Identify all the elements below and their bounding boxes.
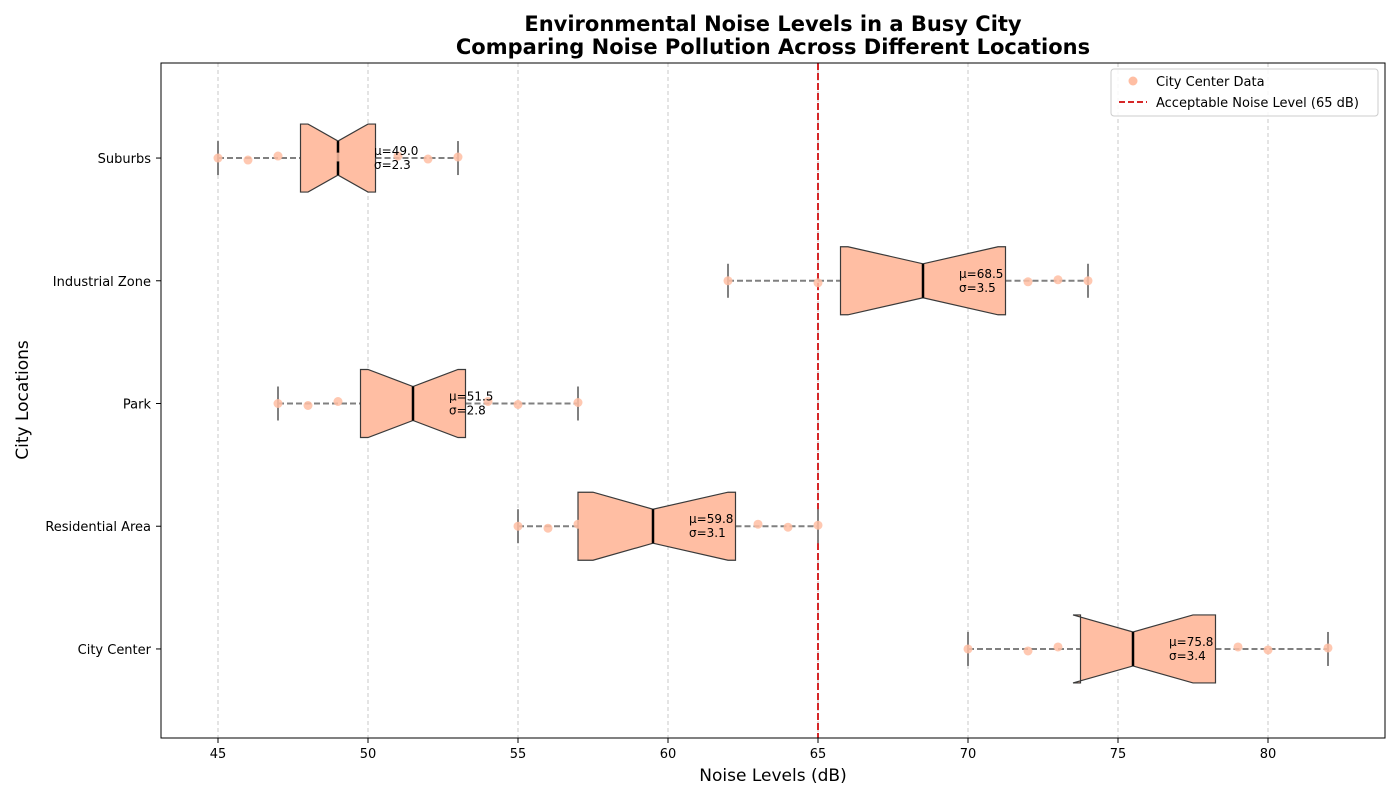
data-point-city-center	[1113, 643, 1123, 653]
data-point-suburbs	[213, 153, 223, 163]
y-tick-label-0: City Center	[78, 643, 152, 658]
plot-frame	[160, 62, 1386, 739]
data-point-industrial-zone	[813, 278, 823, 288]
data-point-residential-area	[783, 522, 793, 532]
std-label-industrial-zone: σ=3.5	[959, 281, 996, 295]
data-point-residential-area	[663, 523, 673, 533]
legend-points-marker	[1128, 76, 1138, 86]
data-point-residential-area	[543, 523, 553, 533]
data-point-park	[303, 401, 313, 410]
data-point-residential-area	[813, 520, 823, 530]
legend-threshold-label: Acceptable Noise Level (65 dB)	[1156, 96, 1359, 111]
x-tick-label-45: 45	[210, 747, 227, 762]
box-residential-area	[517, 491, 819, 561]
data-point-residential-area	[573, 519, 583, 529]
boxes-layer	[217, 123, 1329, 684]
y-tick-label-4: Suburbs	[98, 152, 152, 167]
x-tick-label-80: 80	[1260, 747, 1277, 762]
x-tick-label-70: 70	[960, 747, 977, 762]
std-label-suburbs: σ=2.3	[374, 158, 411, 172]
data-point-industrial-zone	[1023, 277, 1033, 287]
chart-subtitle: Comparing Noise Pollution Across Differe…	[456, 35, 1090, 59]
data-point-industrial-zone	[1053, 275, 1063, 285]
mean-label-park: μ=51.5	[449, 390, 493, 404]
data-point-suburbs	[393, 151, 403, 161]
data-point-industrial-zone	[1083, 276, 1093, 286]
data-point-suburbs	[453, 152, 463, 162]
data-point-park	[393, 398, 403, 407]
data-point-city-center	[1083, 645, 1093, 655]
data-point-suburbs	[243, 155, 253, 165]
data-point-industrial-zone	[933, 278, 943, 288]
std-label-residential-area: σ=3.1	[689, 526, 726, 540]
box-body-residential-area	[577, 491, 737, 561]
data-point-city-center	[1053, 642, 1063, 652]
data-point-park	[273, 399, 283, 408]
data-point-suburbs	[303, 154, 313, 164]
x-tick-label-50: 50	[360, 747, 377, 762]
data-point-park	[573, 398, 583, 407]
data-point-park	[423, 401, 433, 410]
y-tick-label-3: Industrial Zone	[53, 275, 151, 290]
data-point-park	[333, 397, 343, 406]
points-layer	[213, 151, 1333, 656]
x-tick-label-75: 75	[1110, 747, 1127, 762]
data-point-city-center	[1323, 643, 1333, 653]
std-label-park: σ=2.8	[449, 404, 486, 418]
data-point-park	[513, 400, 523, 409]
x-tick-label-60: 60	[660, 747, 677, 762]
data-point-suburbs	[423, 154, 433, 164]
y-axis-label: City Locations	[13, 340, 33, 460]
data-point-residential-area	[633, 520, 643, 530]
data-point-residential-area	[513, 521, 523, 531]
data-point-industrial-zone	[903, 275, 913, 285]
x-tick-label-55: 55	[510, 747, 527, 762]
legend-points-label: City Center Data	[1156, 75, 1265, 90]
mean-label-suburbs: μ=49.0	[374, 144, 418, 158]
chart-title: Environmental Noise Levels in a Busy Cit…	[524, 12, 1022, 36]
data-point-residential-area	[603, 522, 613, 532]
y-axis-ticks: City Center Residential Area Park Industria…	[45, 152, 161, 658]
data-point-suburbs	[363, 155, 373, 165]
data-point-industrial-zone	[843, 274, 853, 284]
data-point-city-center	[963, 644, 973, 654]
data-point-industrial-zone	[873, 277, 883, 287]
legend: City Center Data Acceptable Noise Level …	[1110, 68, 1379, 117]
box-park	[277, 368, 579, 439]
x-tick-label-65: 65	[810, 747, 827, 762]
data-point-residential-area	[753, 519, 763, 529]
mean-label-city-center: μ=75.8	[1169, 635, 1213, 649]
annotations-layer: μ=75.8σ=3.4μ=59.8σ=3.1μ=51.5σ=2.8μ=68.5σ…	[374, 144, 1213, 663]
data-point-city-center	[1233, 642, 1243, 652]
data-point-industrial-zone	[993, 274, 1003, 284]
data-point-industrial-zone	[723, 276, 733, 286]
x-axis-ticks: 45 50 55 60 65 70 75 80	[210, 738, 1277, 762]
data-point-suburbs	[333, 152, 343, 162]
x-axis-label: Noise Levels (dB)	[699, 766, 846, 786]
y-tick-label-1: Residential Area	[45, 520, 151, 535]
legend-box	[1110, 68, 1379, 117]
mean-label-residential-area: μ=59.8	[689, 512, 733, 526]
std-label-city-center: σ=3.4	[1169, 649, 1206, 663]
data-point-city-center	[1143, 646, 1153, 656]
data-point-city-center	[1023, 646, 1033, 656]
data-point-suburbs	[273, 151, 283, 161]
mean-label-industrial-zone: μ=68.5	[959, 267, 1003, 281]
data-point-city-center	[1263, 645, 1273, 655]
data-point-park	[363, 400, 373, 409]
y-tick-label-2: Park	[123, 398, 152, 413]
data-point-park	[483, 397, 493, 406]
